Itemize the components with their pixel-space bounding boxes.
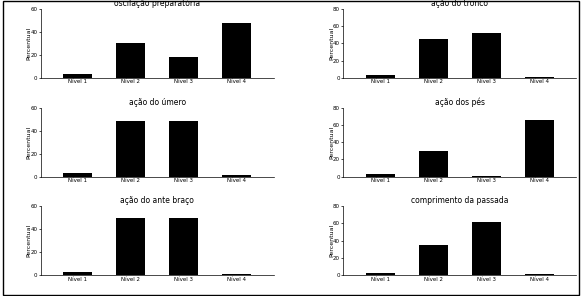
Bar [524, 77, 553, 78]
Bar [471, 222, 501, 275]
Bar [366, 174, 395, 177]
Title: comprimento da passada: comprimento da passada [411, 197, 509, 205]
Bar [63, 75, 93, 78]
Bar [169, 57, 198, 78]
Bar [222, 274, 251, 275]
Y-axis label: Percentual: Percentual [26, 27, 31, 60]
Bar [419, 245, 448, 275]
Title: ação do ante braço: ação do ante braço [120, 197, 194, 205]
Y-axis label: Percentual: Percentual [26, 126, 31, 159]
Y-axis label: Percentual: Percentual [26, 224, 31, 257]
Y-axis label: Percentual: Percentual [329, 224, 334, 257]
Title: ação do tronco: ação do tronco [431, 0, 488, 8]
Bar [169, 121, 198, 177]
Bar [419, 39, 448, 78]
Bar [524, 120, 553, 177]
Bar [366, 75, 395, 78]
Bar [366, 273, 395, 275]
Bar [419, 151, 448, 177]
Bar [222, 176, 251, 177]
Title: oscilação preparatória: oscilação preparatória [114, 0, 200, 8]
Bar [116, 218, 146, 275]
Bar [222, 23, 251, 78]
Bar [471, 33, 501, 78]
Y-axis label: Percentual: Percentual [329, 126, 334, 159]
Bar [116, 44, 146, 78]
Bar [524, 274, 553, 275]
Title: ação do úmero: ação do úmero [129, 98, 186, 107]
Bar [471, 176, 501, 177]
Bar [169, 218, 198, 275]
Title: ação dos pés: ação dos pés [435, 97, 485, 107]
Bar [116, 121, 146, 177]
Bar [63, 173, 93, 177]
Y-axis label: Percentual: Percentual [329, 27, 334, 60]
Bar [63, 272, 93, 275]
